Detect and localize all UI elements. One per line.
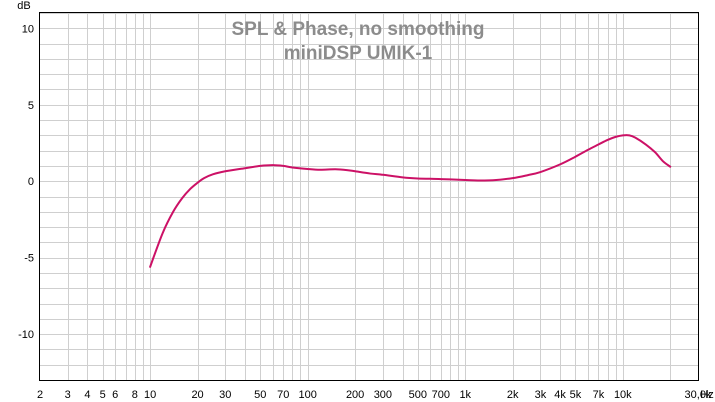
x-tick-label: 2 (37, 389, 43, 401)
x-tick-label: 1k (459, 389, 471, 401)
x-tick-label: 3k (535, 389, 547, 401)
x-tick-label: 100 (299, 389, 317, 401)
x-tick-label: 8 (132, 389, 138, 401)
chart-subtitle: miniDSP UMIK-1 (284, 43, 433, 64)
y-tick-label: 0 (28, 176, 34, 188)
x-tick-labels: 2 3 4 5 6 8 10 20 30 50 70 100 200 300 500 700 1k 2k 3k 4k 5… (37, 389, 712, 401)
grid-lines (40, 13, 698, 381)
y-tick-label: 5 (28, 100, 34, 112)
x-tick-label: 70 (277, 389, 289, 401)
x-tick-label: 500 (409, 389, 427, 401)
x-tick-label: 30 (219, 389, 231, 401)
x-tick-label: 3 (65, 389, 71, 401)
series-layer (149, 134, 672, 268)
x-tick-label: 30,0k (685, 389, 712, 401)
x-tick-label: 2k (507, 389, 519, 401)
x-tick-label: 5k (570, 389, 582, 401)
x-tick-label: 700 (432, 389, 450, 401)
plot-frame (39, 12, 699, 381)
x-tick-label: 200 (346, 389, 364, 401)
spl-series-line (149, 134, 672, 268)
x-tick-label: 10 (144, 389, 156, 401)
x-tick-label: 300 (374, 389, 392, 401)
x-tick-label: 50 (254, 389, 266, 401)
y-tick-label: 10 (22, 23, 34, 35)
y-tick-label: -10 (18, 329, 34, 341)
x-tick-label: 10k (614, 389, 632, 401)
x-tick-label: 7k (593, 389, 605, 401)
y-tick-labels: 10 5 0 -5 -10 (18, 23, 34, 341)
y-tick-label: -5 (24, 253, 34, 265)
x-tick-label: 5 (100, 389, 106, 401)
chart-title: SPL & Phase, no smoothing (231, 19, 484, 40)
x-tick-label: 6 (112, 389, 118, 401)
x-tick-label: 4k (554, 389, 566, 401)
x-tick-label: 4 (84, 389, 90, 401)
y-axis-unit-label: dB (17, 0, 30, 12)
x-axis-unit-label: Hz (700, 389, 713, 401)
x-tick-label: 20 (191, 389, 203, 401)
